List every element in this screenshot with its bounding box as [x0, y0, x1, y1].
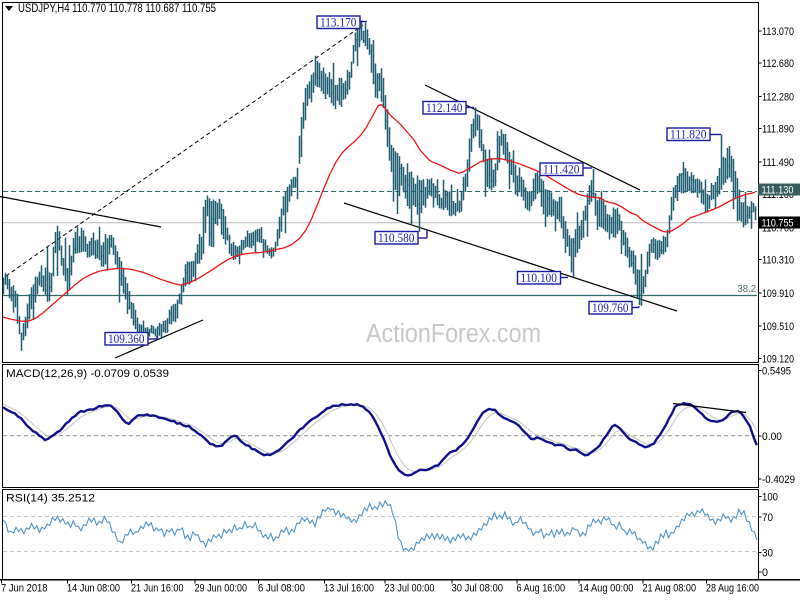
- svg-text:MACD(12,26,9) -0.0709 0.0539: MACD(12,26,9) -0.0709 0.0539: [6, 368, 169, 380]
- svg-text:111.490: 111.490: [762, 157, 794, 169]
- svg-text:0.00: 0.00: [762, 431, 782, 443]
- svg-text:70: 70: [762, 512, 773, 524]
- svg-text:0: 0: [762, 567, 768, 579]
- svg-text:112.280: 112.280: [762, 91, 794, 103]
- svg-text:14 Jun 08:00: 14 Jun 08:00: [67, 583, 120, 595]
- svg-text:110.755: 110.755: [762, 218, 794, 230]
- svg-text:-0.4029: -0.4029: [762, 474, 795, 486]
- svg-text:111.820: 111.820: [670, 128, 707, 142]
- svg-text:14 Aug 00:00: 14 Aug 00:00: [579, 583, 634, 595]
- svg-text:23 Jul 00:00: 23 Jul 00:00: [385, 583, 435, 595]
- svg-text:38.2: 38.2: [738, 283, 757, 295]
- svg-text:109.910: 109.910: [762, 288, 794, 300]
- svg-text:ActionForex.com: ActionForex.com: [366, 320, 541, 348]
- svg-text:21 Aug 08:00: 21 Aug 08:00: [643, 583, 697, 595]
- svg-text:109.360: 109.360: [108, 332, 145, 346]
- svg-text:111.130: 111.130: [762, 185, 794, 197]
- svg-text:109.120: 109.120: [762, 353, 794, 365]
- svg-text:112.140: 112.140: [426, 101, 463, 115]
- svg-text:113.070: 113.070: [762, 26, 794, 38]
- svg-text:100: 100: [762, 492, 778, 504]
- svg-text:112.680: 112.680: [762, 58, 794, 70]
- svg-text:111.890: 111.890: [762, 124, 794, 136]
- svg-text:USDJPY,H4 110.770 110.778 110: USDJPY,H4 110.770 110.778 110.687 110.75…: [18, 3, 216, 15]
- svg-text:28 Aug 16:00: 28 Aug 16:00: [706, 583, 759, 595]
- svg-text:21 Jun 16:00: 21 Jun 16:00: [131, 583, 184, 595]
- svg-text:6 Jul 08:00: 6 Jul 08:00: [258, 583, 305, 595]
- svg-text:13 Jul 16:00: 13 Jul 16:00: [324, 583, 374, 595]
- svg-text:7 Jun 2018: 7 Jun 2018: [1, 583, 48, 595]
- svg-text:109.760: 109.760: [592, 301, 629, 315]
- svg-text:29 Jun 00:00: 29 Jun 00:00: [195, 583, 248, 595]
- svg-text:110.100: 110.100: [521, 271, 558, 285]
- svg-text:RSI(14) 35.2512: RSI(14) 35.2512: [6, 493, 95, 505]
- svg-text:109.510: 109.510: [762, 321, 794, 333]
- svg-text:113.170: 113.170: [320, 16, 357, 30]
- svg-text:110.580: 110.580: [378, 231, 415, 245]
- svg-text:0.5495: 0.5495: [762, 366, 791, 378]
- svg-text:6 Aug 16:00: 6 Aug 16:00: [517, 583, 566, 595]
- svg-text:30: 30: [762, 548, 773, 560]
- svg-text:30 Jul 08:00: 30 Jul 08:00: [452, 583, 504, 595]
- svg-text:111.420: 111.420: [543, 163, 580, 177]
- svg-text:110.310: 110.310: [762, 255, 794, 267]
